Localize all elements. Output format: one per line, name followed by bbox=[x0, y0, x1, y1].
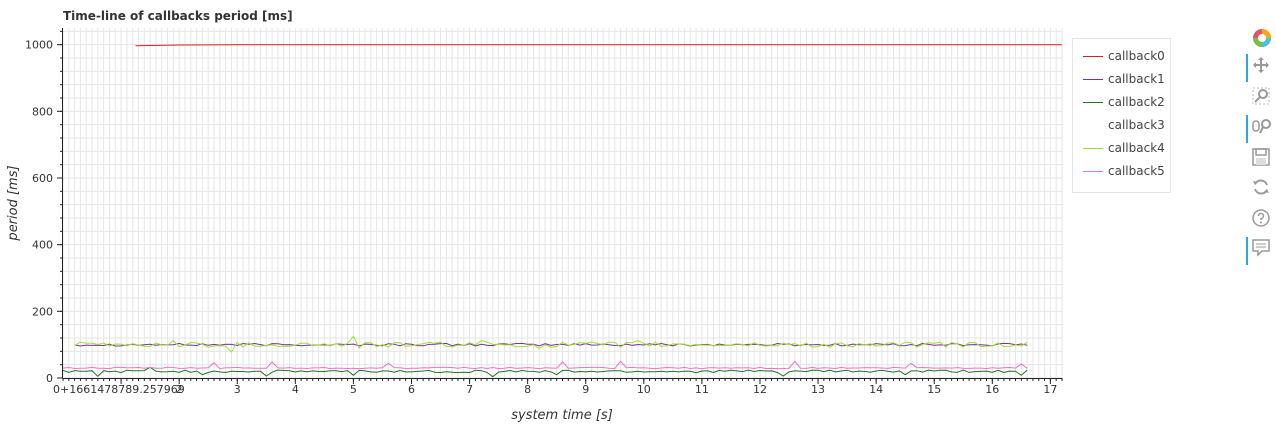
x-tick-label: 13 bbox=[811, 383, 825, 396]
x-tick-label: 2 bbox=[176, 383, 183, 396]
x-tick-label: 17 bbox=[1043, 383, 1057, 396]
series-line-callback0 bbox=[135, 44, 1062, 47]
x-tick-label: 8 bbox=[524, 383, 531, 396]
legend-label: callback5 bbox=[1108, 164, 1165, 178]
x-tick-label: 6 bbox=[408, 383, 415, 396]
x-tick-label: 7 bbox=[466, 383, 473, 396]
legend-swatch bbox=[1083, 102, 1103, 103]
series-line-callback5 bbox=[62, 360, 1028, 370]
x-tick-label: 16 bbox=[985, 383, 999, 396]
hover-tool-button[interactable] bbox=[1244, 235, 1276, 265]
x-tick-label: 14 bbox=[869, 383, 883, 396]
y-tick-label: 800 bbox=[32, 105, 53, 118]
legend-item-callback3[interactable]: callback3 bbox=[1073, 117, 1170, 135]
x-tick-label: 9 bbox=[582, 383, 589, 396]
legend: callback0 callback1 callback2 callback3 call… bbox=[1072, 38, 1171, 193]
legend-label: callback0 bbox=[1108, 49, 1165, 63]
series-line-callback2 bbox=[62, 366, 1028, 378]
y-tick-label: 200 bbox=[32, 305, 53, 318]
legend-swatch bbox=[1083, 79, 1103, 80]
legend-swatch bbox=[1083, 148, 1103, 149]
legend-item-callback0[interactable]: callback0 bbox=[1073, 48, 1170, 66]
y-tick-label: 0 bbox=[46, 372, 53, 385]
grid-lines bbox=[62, 28, 1063, 379]
x-tick-label: 5 bbox=[350, 383, 357, 396]
x-tick-label: 15 bbox=[927, 383, 941, 396]
legend-label: callback4 bbox=[1108, 141, 1165, 155]
y-tick-label: 600 bbox=[32, 172, 53, 185]
legend-label: callback2 bbox=[1108, 95, 1165, 109]
legend-swatch bbox=[1083, 125, 1103, 126]
series-line-callback4 bbox=[74, 335, 1028, 353]
pan-tool-button[interactable] bbox=[1244, 52, 1276, 82]
y-axis-label: period [ms] bbox=[6, 165, 21, 241]
reset-tool-button[interactable] bbox=[1244, 174, 1276, 202]
legend-label: callback3 bbox=[1108, 118, 1165, 132]
x-tick-label: 12 bbox=[753, 383, 767, 396]
legend-label: callback1 bbox=[1108, 72, 1165, 86]
x-axis-label: system time [s] bbox=[511, 408, 613, 423]
x-tick-label: 11 bbox=[695, 383, 709, 396]
bokeh-logo-button[interactable] bbox=[1244, 24, 1276, 52]
x-tick-label: 3 bbox=[234, 383, 241, 396]
x-tick-label: 10 bbox=[637, 383, 651, 396]
series-lines bbox=[62, 44, 1062, 378]
help-tool-button[interactable] bbox=[1244, 205, 1276, 233]
legend-item-callback4[interactable]: callback4 bbox=[1073, 140, 1170, 158]
legend-swatch bbox=[1083, 56, 1103, 57]
chart-title: Time-line of callbacks period [ms] bbox=[63, 9, 293, 23]
y-tick-label: 400 bbox=[32, 239, 53, 252]
wheel-zoom-tool-button[interactable] bbox=[1244, 113, 1276, 143]
save-tool-button[interactable] bbox=[1244, 144, 1276, 172]
legend-item-callback2[interactable]: callback2 bbox=[1073, 94, 1170, 112]
box-zoom-tool-button[interactable] bbox=[1244, 83, 1276, 111]
y-tick-label: 1000 bbox=[25, 39, 53, 52]
series-line-callback1 bbox=[74, 342, 1028, 347]
x-origin-label: 0+1661478789.257969 bbox=[53, 383, 185, 396]
legend-item-callback1[interactable]: callback1 bbox=[1073, 71, 1170, 89]
legend-swatch bbox=[1083, 171, 1103, 172]
legend-item-callback5[interactable]: callback5 bbox=[1073, 163, 1170, 181]
chart-plot[interactable]: Time-line of callbacks period [ms] 0+166… bbox=[0, 0, 1240, 424]
x-tick-label: 4 bbox=[292, 383, 299, 396]
